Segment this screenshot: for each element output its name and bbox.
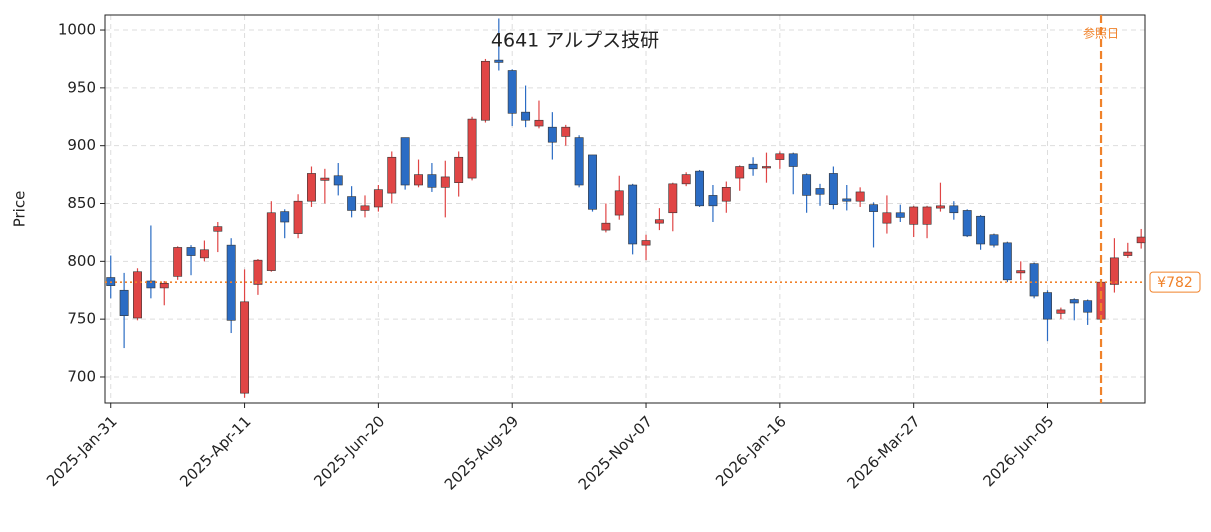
candle-body: [1056, 309, 1066, 314]
candle-body: [935, 205, 945, 209]
candle-body: [440, 176, 450, 188]
y-axis-label: Price: [11, 191, 29, 228]
x-tick-label: 2025-Nov-07: [575, 412, 656, 493]
candle-body: [708, 195, 718, 207]
candle-body: [802, 174, 812, 196]
candle-body: [1096, 281, 1106, 320]
candle-body: [159, 283, 169, 289]
candle-body: [133, 271, 142, 319]
candle-body: [1083, 300, 1093, 313]
candle-body: [1109, 257, 1119, 285]
candle-body: [467, 118, 477, 179]
x-tick-label: 2026-Jan-16: [712, 412, 790, 490]
candle-body: [347, 196, 357, 211]
x-tick-label: 2026-Mar-27: [843, 412, 923, 492]
y-tick-label: 750: [67, 310, 96, 328]
x-tick-label: 2025-Apr-11: [176, 412, 254, 490]
candle-body: [721, 187, 731, 202]
candle-body: [1123, 251, 1133, 256]
candle-body: [320, 177, 330, 181]
candle-body: [400, 137, 410, 186]
candle-body: [601, 222, 611, 231]
candle-body: [668, 183, 678, 214]
candle-body: [507, 70, 517, 114]
candle-body: [240, 301, 250, 394]
candle-body: [922, 206, 932, 225]
candle-body: [146, 280, 156, 289]
candle-body: [895, 212, 905, 218]
candle-body: [561, 126, 571, 137]
candle-body: [641, 240, 651, 246]
candle-body: [307, 173, 316, 202]
candle-body: [360, 205, 370, 211]
candle-body: [735, 166, 745, 179]
candle-body: [199, 249, 209, 259]
candle-body: [521, 111, 531, 121]
candle-body: [427, 174, 437, 188]
x-tick-label: 2026-Jun-05: [979, 412, 1057, 490]
y-tick-label: 800: [67, 252, 96, 270]
candle-body: [949, 205, 959, 214]
candle-body: [962, 210, 972, 237]
candle-body: [333, 175, 343, 186]
chart-title: 4641 アルプス技研: [491, 30, 659, 52]
plot-frame: [104, 14, 1146, 404]
candle-body: [373, 189, 383, 208]
y-tick-label: 1000: [58, 21, 96, 39]
candle-body: [1029, 263, 1039, 297]
candle-body: [695, 170, 705, 207]
candle-body: [454, 156, 464, 183]
candle-body: [628, 184, 638, 245]
candle-body: [681, 174, 691, 185]
candle-body: [869, 204, 878, 212]
candle-body: [1002, 242, 1012, 281]
candle-body: [614, 190, 624, 216]
y-tick-label: 850: [67, 194, 96, 212]
candle-body: [119, 289, 129, 316]
candle-body: [762, 166, 771, 169]
x-tick-label: 2025-Jun-20: [310, 412, 388, 490]
candle-body: [1016, 270, 1026, 274]
candle-body: [213, 226, 223, 232]
price-label-box: [1149, 271, 1201, 293]
candle-body: [1069, 299, 1079, 304]
y-tick-label: 900: [67, 136, 96, 154]
candle-body: [1136, 236, 1146, 244]
candle-body: [266, 212, 276, 271]
candle-body: [494, 59, 504, 63]
candle-body: [574, 137, 584, 186]
candle-body: [748, 163, 758, 170]
candle-body: [547, 126, 557, 143]
candle-body: [387, 156, 397, 194]
candle-body: [815, 188, 825, 195]
candle-body: [788, 153, 798, 167]
candle-body: [480, 60, 490, 121]
x-tick-label: 2025-Jan-31: [43, 412, 121, 490]
candle-body: [280, 211, 290, 223]
x-tick-label: 2025-Aug-29: [441, 412, 522, 493]
candle-body: [654, 219, 664, 224]
candle-body: [855, 191, 865, 202]
candle-body: [173, 247, 183, 277]
candle-body: [842, 198, 852, 202]
candle-body: [775, 153, 785, 160]
candle-body: [909, 206, 919, 225]
candle-body: [253, 259, 263, 285]
reference-price-label: ¥782: [1157, 275, 1193, 291]
candle-body: [989, 234, 999, 246]
candle-body: [1043, 292, 1052, 320]
y-tick-label: 950: [67, 78, 96, 96]
candle-body: [588, 154, 597, 210]
candle-body: [414, 174, 423, 186]
y-tick-label: 700: [67, 367, 96, 385]
candle-body: [882, 212, 892, 224]
candle-body: [828, 173, 838, 205]
candle-body: [293, 200, 303, 234]
candle-body: [186, 247, 196, 256]
reference-date-label: 参照日: [1083, 26, 1119, 41]
candle-body: [534, 119, 544, 127]
candle-body: [976, 215, 986, 245]
